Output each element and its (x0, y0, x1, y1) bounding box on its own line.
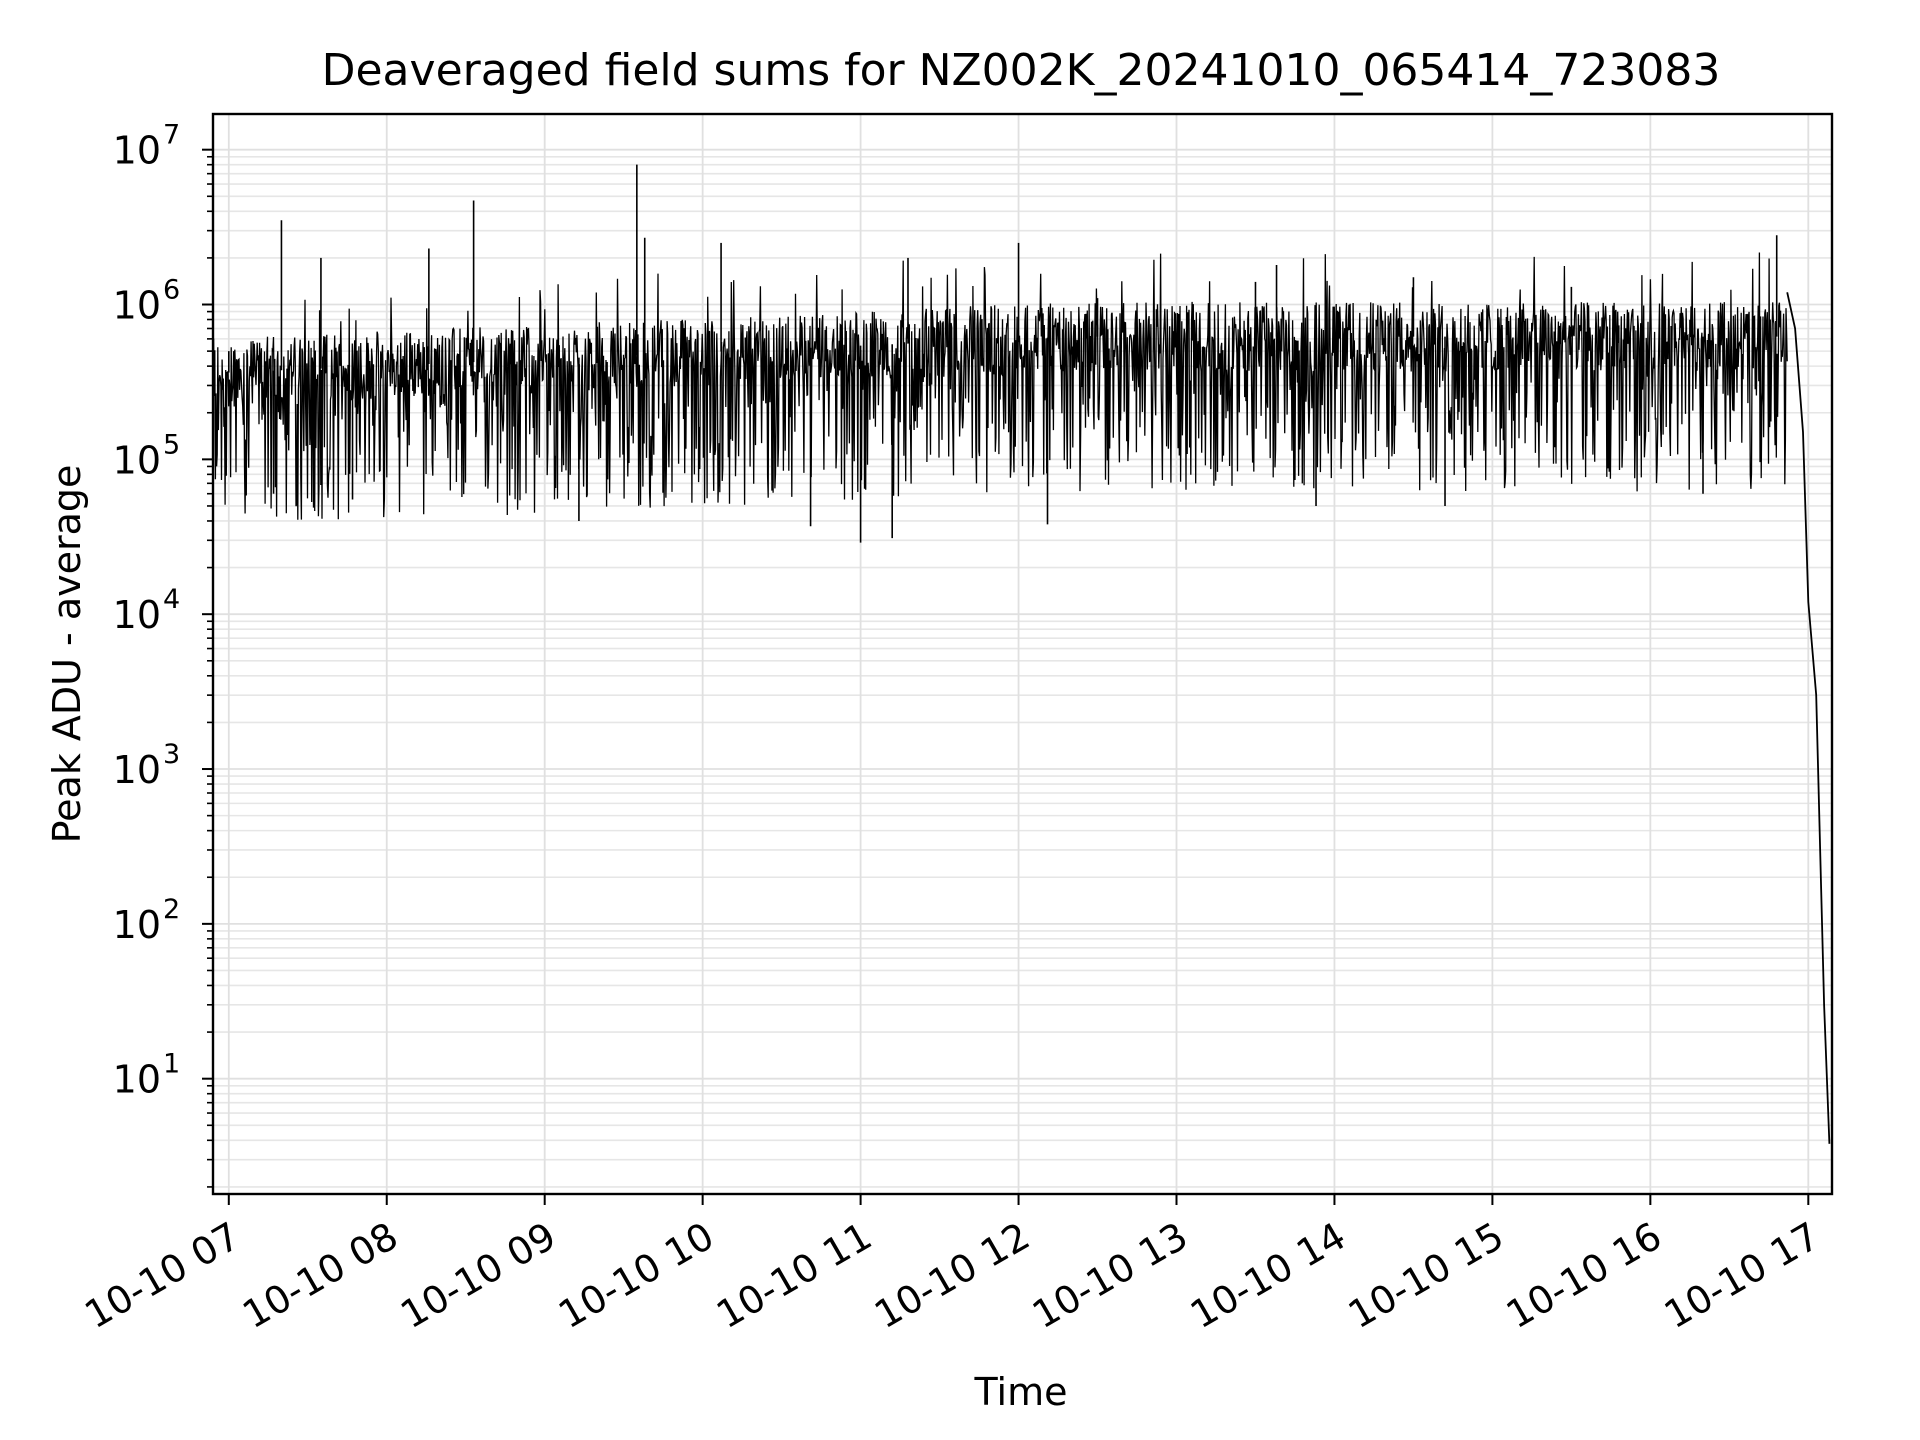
y-tick-exponent: 1 (163, 1049, 180, 1080)
y-tick-exponent: 4 (163, 584, 180, 615)
y-tick-label: 10 (113, 903, 161, 947)
y-tick-label: 10 (113, 438, 161, 482)
y-axis-label: Peak ADU - average (45, 465, 89, 844)
y-tick-exponent: 5 (163, 429, 180, 460)
series-line-tail (1786, 292, 1831, 1144)
y-tick-exponent: 6 (163, 275, 180, 306)
y-tick-exponent: 2 (163, 894, 180, 925)
y-tick-label: 10 (113, 748, 161, 792)
series-line-band (212, 252, 1788, 520)
y-tick-label: 10 (113, 593, 161, 637)
y-tick-exponent: 7 (163, 120, 180, 151)
series-group (212, 164, 1831, 1144)
x-axis-label: Time (974, 1370, 1068, 1414)
y-tick-label: 10 (113, 129, 161, 173)
chart-title: Deaveraged field sums for NZ002K_2024101… (322, 45, 1721, 96)
plot-frame (211, 112, 1834, 1196)
major-gridlines (213, 114, 1832, 1194)
y-tick-label: 10 (113, 284, 161, 328)
y-tick-label: 10 (113, 1058, 161, 1102)
y-tick-exponent: 3 (163, 739, 180, 770)
